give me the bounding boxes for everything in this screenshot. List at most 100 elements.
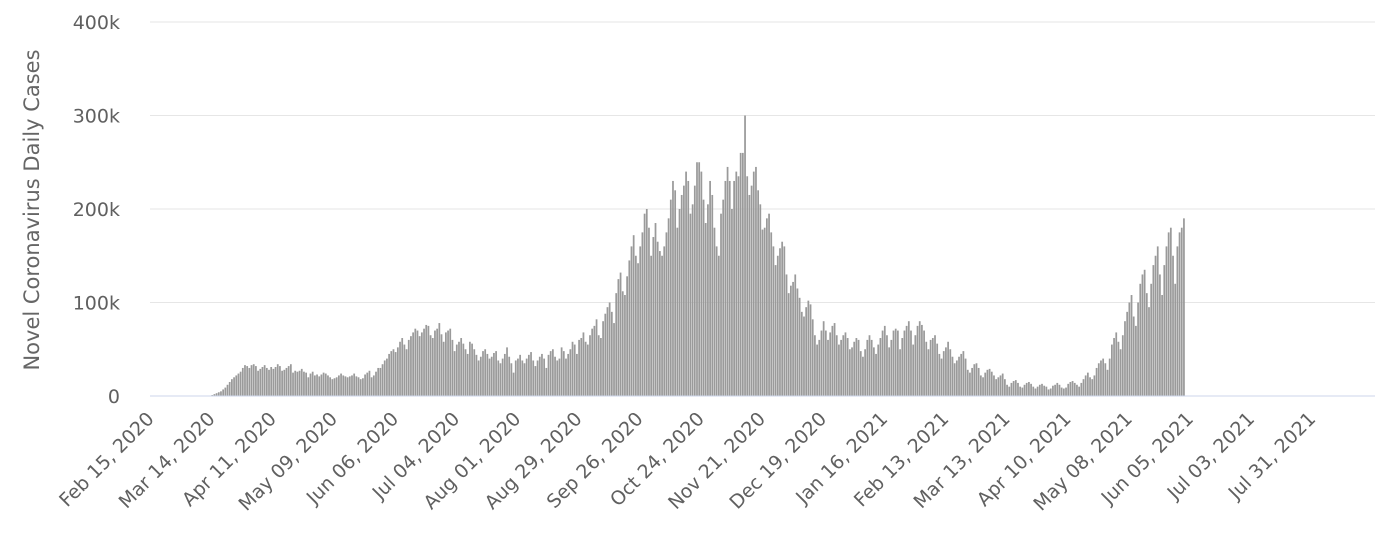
bar: [499, 363, 502, 396]
bar: [676, 227, 679, 396]
bar: [722, 199, 725, 396]
bar: [1086, 372, 1089, 397]
bar: [903, 330, 906, 396]
bar: [824, 330, 827, 396]
bar: [462, 343, 465, 396]
bar: [390, 351, 393, 396]
bar: [1097, 363, 1100, 396]
bar: [296, 371, 299, 396]
bar: [580, 338, 583, 396]
bar: [940, 358, 943, 396]
bar: [359, 379, 362, 396]
bar: [912, 344, 915, 396]
bar: [287, 366, 290, 396]
bar: [429, 335, 432, 396]
bar: [1111, 344, 1113, 396]
bar: [645, 209, 648, 396]
bar: [962, 351, 965, 396]
bar: [403, 344, 406, 396]
bar: [862, 356, 864, 396]
bar: [846, 338, 849, 396]
bar: [257, 370, 259, 396]
bar: [739, 152, 742, 396]
bar: [781, 241, 784, 396]
bar: [768, 213, 770, 396]
bar: [683, 185, 685, 397]
bar: [853, 341, 856, 396]
bar: [1135, 325, 1137, 397]
bar: [313, 375, 316, 396]
bar: [759, 204, 762, 396]
bar: [656, 241, 659, 396]
y-tick-label: 0: [108, 386, 120, 408]
bar: [870, 339, 873, 396]
bar: [757, 190, 760, 396]
bar: [436, 328, 439, 396]
bar: [576, 353, 578, 396]
bar: [322, 372, 325, 397]
bar: [1041, 383, 1043, 396]
bar: [938, 353, 941, 396]
bar: [720, 213, 722, 396]
bar: [726, 166, 729, 396]
bar: [362, 378, 364, 396]
bar: [907, 321, 910, 396]
bar: [879, 338, 882, 396]
bar: [678, 209, 681, 396]
bar: [1078, 386, 1080, 396]
bar: [244, 365, 246, 396]
bar: [667, 218, 670, 396]
bar: [674, 190, 677, 396]
bar: [342, 375, 345, 396]
bar: [639, 246, 642, 396]
bar: [1062, 388, 1065, 396]
bar: [318, 376, 321, 396]
bar: [434, 330, 436, 396]
bar: [864, 349, 867, 396]
bar: [405, 349, 408, 396]
bar: [536, 360, 539, 396]
bar: [844, 332, 847, 396]
bar: [527, 354, 530, 396]
bar: [881, 330, 884, 396]
bar: [458, 341, 460, 396]
bar: [595, 319, 598, 396]
bar: [929, 339, 932, 396]
bar: [1058, 384, 1061, 396]
bar: [340, 373, 342, 396]
bar: [842, 335, 845, 396]
bar: [1006, 384, 1008, 396]
bar: [263, 365, 266, 396]
bar: [233, 377, 235, 396]
bar: [1004, 379, 1006, 396]
bar: [947, 341, 949, 396]
bar: [600, 338, 602, 396]
bar: [512, 372, 515, 397]
bar: [905, 325, 908, 397]
bar: [392, 349, 395, 396]
bar: [1032, 386, 1035, 396]
bar: [268, 369, 270, 396]
bar: [914, 335, 917, 396]
bar: [803, 316, 805, 396]
bar: [453, 351, 456, 396]
bar: [1159, 274, 1161, 396]
bar: [975, 363, 978, 396]
bar: [1117, 341, 1120, 396]
bar: [752, 171, 755, 396]
bar: [857, 339, 860, 396]
bar: [455, 344, 458, 396]
bar: [226, 384, 229, 396]
bar: [279, 366, 281, 396]
bar: [335, 377, 338, 396]
bar: [1047, 389, 1050, 396]
bar: [1091, 379, 1094, 396]
bar: [479, 356, 482, 396]
bar: [1067, 383, 1070, 396]
bar: [790, 285, 792, 396]
bar: [848, 349, 851, 396]
bar: [431, 338, 434, 396]
bar: [215, 393, 218, 396]
